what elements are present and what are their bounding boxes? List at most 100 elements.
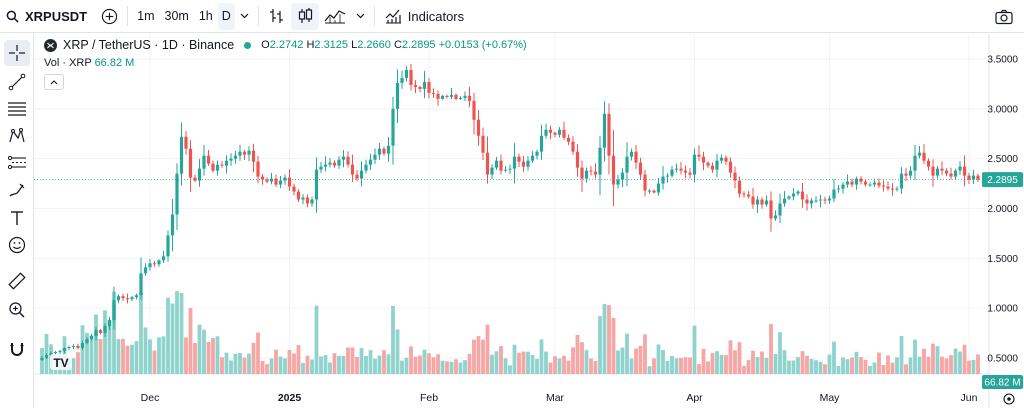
text-tool-button[interactable] [4, 205, 30, 231]
bars-style-button[interactable] [263, 3, 291, 30]
candle-body [157, 260, 161, 265]
candle-body [598, 147, 602, 175]
candle-body [629, 151, 634, 157]
volume-bar [107, 320, 112, 374]
area-style-button[interactable] [319, 3, 351, 30]
volume-bar [890, 362, 895, 374]
interval-1m-button[interactable]: 1m [137, 9, 155, 23]
volume-bar [566, 360, 571, 374]
price-tick-label: 1.0000 [987, 304, 1018, 315]
emoji-tool-button[interactable] [4, 232, 30, 258]
candle-body [746, 194, 751, 197]
volume-bar [751, 350, 755, 374]
trend-line-tool-button[interactable] [4, 69, 30, 95]
candle-body [256, 161, 260, 177]
volume-bar [944, 358, 949, 374]
area-chart-icon [324, 10, 346, 24]
fib-retracement-tool-button[interactable] [4, 96, 30, 122]
candle-body [521, 161, 526, 167]
volume-bar [935, 346, 940, 374]
price-chart[interactable]: 0.5000 1.0000 1.5000 2.0000 2.5000 3.0000 3.50… [34, 34, 1024, 408]
svg-text:TV: TV [53, 356, 68, 370]
interval-d-button[interactable]: D [217, 2, 235, 30]
candle-body [427, 81, 431, 93]
prediction-tool-button[interactable] [4, 150, 30, 176]
volume-bar [971, 359, 976, 374]
volume-bar [382, 350, 386, 374]
candle-body [233, 155, 238, 159]
volume-bar [584, 350, 589, 374]
candle-body [796, 191, 800, 194]
volume-bar [814, 360, 818, 374]
candle-body [206, 155, 211, 164]
zoom-in-tool-button[interactable] [4, 297, 30, 323]
candle-body [89, 336, 94, 340]
candle-body [742, 193, 746, 195]
volume-bar [958, 351, 962, 374]
candle-body [517, 156, 521, 162]
candle-body [472, 100, 476, 120]
gear-icon [1003, 393, 1015, 405]
volume-bar [368, 350, 373, 374]
time-zone-settings-button[interactable] [1003, 393, 1015, 405]
chart-style-dropdown-button[interactable] [351, 3, 370, 30]
interval-dropdown-button[interactable] [235, 3, 254, 30]
candle-body [548, 129, 553, 133]
volume-bar [742, 366, 746, 374]
candle-body [944, 170, 949, 174]
volume-bar [710, 353, 715, 374]
indicators-button[interactable]: Indicators [379, 3, 469, 30]
candle-body [53, 352, 58, 354]
candles-style-button[interactable] [290, 2, 319, 30]
candle-body [895, 188, 899, 190]
compare-symbol-button[interactable] [96, 3, 123, 30]
interval-1h-button[interactable]: 1h [198, 9, 213, 23]
candle-body [953, 170, 958, 177]
volume-bar [301, 362, 305, 374]
horizontal-lines-icon [8, 102, 26, 116]
volume-bar [818, 361, 823, 374]
brush-tool-button[interactable] [4, 177, 30, 203]
volume-bar [724, 355, 728, 374]
measure-tool-button[interactable] [4, 268, 30, 294]
candle-body [125, 298, 130, 300]
candle-body [611, 155, 616, 185]
candle-body [44, 355, 49, 358]
candle-body [571, 141, 575, 152]
candle-body [607, 113, 611, 156]
candle-body [80, 343, 85, 349]
top-toolbar: XRPUSDT 1m 30m 1h D Indicators [0, 0, 1024, 33]
high-label: H [306, 39, 315, 51]
magnet-tool-button[interactable] [4, 336, 30, 362]
candle-body [719, 157, 724, 161]
snapshot-button[interactable] [990, 3, 1018, 30]
candle-body [152, 263, 157, 265]
candle-body [881, 185, 886, 187]
time-tick-label: May [820, 392, 841, 404]
trend-line-icon [8, 73, 26, 91]
interval-30m-button[interactable]: 30m [164, 9, 189, 23]
volume-bar [940, 356, 944, 374]
symbol-search-button[interactable]: XRPUSDT [0, 3, 92, 30]
volume-bar [841, 357, 845, 374]
volume-bar [598, 316, 602, 374]
candle-body [764, 200, 769, 205]
candle-body [926, 160, 931, 167]
volume-bar [674, 358, 679, 374]
volume-bar [386, 354, 391, 374]
candle-body [292, 186, 296, 192]
crosshair-tool-button[interactable] [4, 40, 30, 66]
candle-body [967, 175, 971, 180]
volume-value: 66.82 M [94, 57, 135, 69]
volume-bar [422, 349, 427, 374]
candle-body [364, 164, 368, 171]
collapse-legend-button[interactable] [44, 74, 64, 90]
magnet-icon [10, 343, 24, 356]
candle-body [94, 330, 98, 337]
candle-body [355, 174, 359, 179]
candle-body [751, 196, 755, 205]
volume-bar [611, 317, 616, 374]
candle-body [800, 191, 805, 200]
candle-body [863, 181, 868, 185]
pattern-tool-button[interactable] [4, 123, 30, 149]
